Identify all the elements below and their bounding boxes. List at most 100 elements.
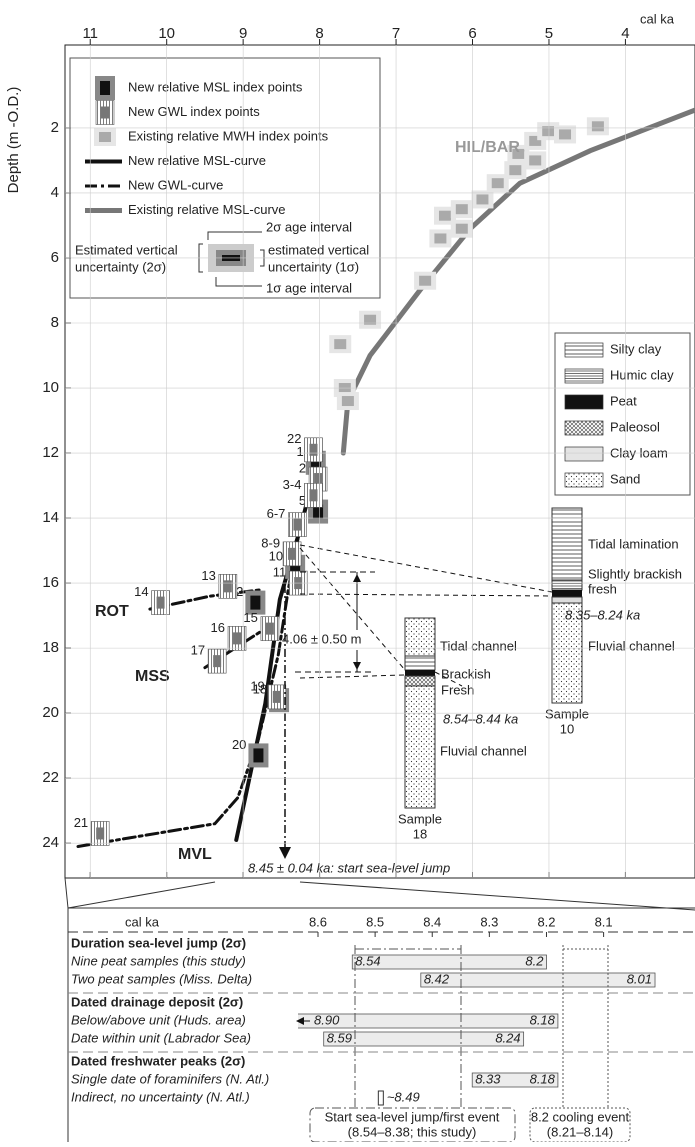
lithology-swatch: [565, 447, 603, 461]
x-axis-label: cal ka: [125, 914, 160, 929]
x-tick-label: 11: [82, 25, 98, 42]
legend-label: Existing relative MWH index points: [128, 128, 329, 143]
x-tick-label: 9: [239, 25, 247, 42]
index-point-core: [253, 748, 263, 762]
value-label: 8.18: [530, 1071, 556, 1086]
lithology-swatch: [565, 343, 603, 357]
index-point-core: [456, 224, 468, 234]
legend-label: New GWL-curve: [128, 177, 223, 192]
y-tick-label: 4: [51, 184, 59, 201]
index-point-core: [334, 339, 346, 349]
legend-label: New relative MSL index points: [128, 79, 303, 94]
row-label: Date within unit (Labrador Sea): [71, 1030, 251, 1045]
lithology-swatch: [565, 395, 603, 409]
x-tick-label: 6: [468, 25, 476, 42]
x-tick-label: 8.1: [595, 914, 613, 929]
row-label: Indirect, no uncertainty (N. Atl.): [71, 1089, 250, 1104]
annotation: 4.06 ± 0.50 m: [282, 631, 361, 646]
legend-label: Existing relative MSL-curve: [128, 202, 286, 217]
index-point-core: [439, 211, 451, 221]
page: cal ka Depth (m -O.D.) 15101218202223-46…: [0, 0, 695, 1147]
annotation: 8.45 ± 0.04 ka: start sea-level jump: [248, 860, 450, 875]
y-tick-label: 16: [42, 574, 59, 591]
annotation: HIL/BAR: [455, 139, 520, 156]
annotation: MVL: [178, 846, 212, 863]
sample-age: 8.35–8.24 ka: [565, 607, 640, 622]
sample-name: Sample: [398, 811, 442, 826]
index-point-core: [309, 489, 317, 501]
index-point-core: [233, 632, 241, 644]
y-tick-label: 12: [42, 444, 59, 461]
point-label: 16: [211, 620, 225, 635]
sample-unit: Slightly brackish: [588, 566, 682, 581]
event-label: (8.21–8.14): [547, 1124, 614, 1139]
inset-label: estimated vertical: [268, 242, 369, 257]
point-label: 6-7: [267, 506, 286, 521]
lithology-label: Silty clay: [610, 341, 662, 356]
sample-unit: Tidal lamination: [588, 536, 679, 551]
point-label: 21: [74, 815, 88, 830]
inset-label: uncertainty (1σ): [268, 259, 359, 274]
value-label: 8.90: [314, 1012, 340, 1027]
range-mark: [378, 1091, 383, 1105]
index-point-core: [100, 81, 110, 95]
point-label: 1: [297, 444, 304, 459]
index-point-core: [342, 396, 354, 406]
group-title: Dated freshwater peaks (2σ): [71, 1053, 245, 1068]
x-tick-label: 8.5: [366, 914, 384, 929]
x-tick-label: 7: [392, 25, 400, 42]
x-tick-label: 8.4: [423, 914, 441, 929]
index-point-core: [509, 165, 521, 175]
y-tick-label: 20: [42, 704, 59, 721]
index-point-core: [309, 444, 317, 456]
event-bracket: [563, 945, 608, 1112]
value-label: ~8.49: [387, 1089, 420, 1104]
index-point-core: [288, 548, 296, 560]
sample-unit: Fluvial channel: [440, 743, 527, 758]
point-label: 11: [273, 565, 287, 580]
sample-column: [300, 548, 462, 808]
x-tick-label: 4: [621, 25, 629, 42]
sample-age: 8.54–8.44 ka: [443, 711, 518, 726]
sample-name: 18: [413, 826, 427, 841]
x-tick-label: 10: [158, 25, 175, 42]
row-label: Nine peat samples (this study): [71, 953, 246, 968]
index-point-core: [99, 132, 111, 142]
index-point-core: [157, 597, 165, 609]
annotation: MSS: [135, 668, 170, 685]
figure: cal ka Depth (m -O.D.) 15101218202223-46…: [0, 0, 695, 1142]
point-label: 10: [269, 548, 283, 563]
value-label: 8.42: [424, 971, 450, 986]
range-chart: cal ka Start sea-level jump/first event …: [68, 908, 695, 1142]
x-tick-label: 8: [315, 25, 323, 42]
sample-unit: Fresh: [441, 682, 474, 697]
range-bar: [352, 955, 546, 969]
value-label: 8.59: [327, 1030, 352, 1045]
point-label: 22: [287, 431, 301, 446]
value-label: 8.18: [530, 1012, 556, 1027]
sample-unit: Fluvial channel: [588, 638, 675, 653]
index-point-core: [559, 129, 571, 139]
index-point-core: [529, 155, 541, 165]
range-bar: [324, 1032, 524, 1046]
x-tick-label: 5: [545, 25, 553, 42]
point-label: 2: [299, 460, 306, 475]
lithology-swatch: [565, 473, 603, 487]
index-point-core: [96, 827, 104, 839]
y-axis-label: Depth (m -O.D.): [5, 87, 22, 194]
value-label: 8.33: [475, 1071, 501, 1086]
index-point-core: [224, 580, 232, 592]
sample-unit: Tidal channel: [440, 638, 517, 653]
x-tick-label: 8.3: [480, 914, 498, 929]
sample-unit: fresh: [588, 581, 617, 596]
index-point-core: [213, 655, 221, 667]
index-point-core: [101, 107, 109, 119]
sample-name: 10: [560, 721, 574, 736]
value-label: 8.24: [495, 1030, 520, 1045]
sample-name: Sample: [545, 706, 589, 721]
group-title: Dated drainage deposit (2σ): [71, 994, 243, 1009]
y-tick-label: 10: [42, 379, 59, 396]
y-tick-label: 6: [51, 249, 59, 266]
main-chart: cal ka Depth (m -O.D.) 15101218202223-46…: [5, 11, 695, 878]
point-label: 3-4: [283, 477, 302, 492]
